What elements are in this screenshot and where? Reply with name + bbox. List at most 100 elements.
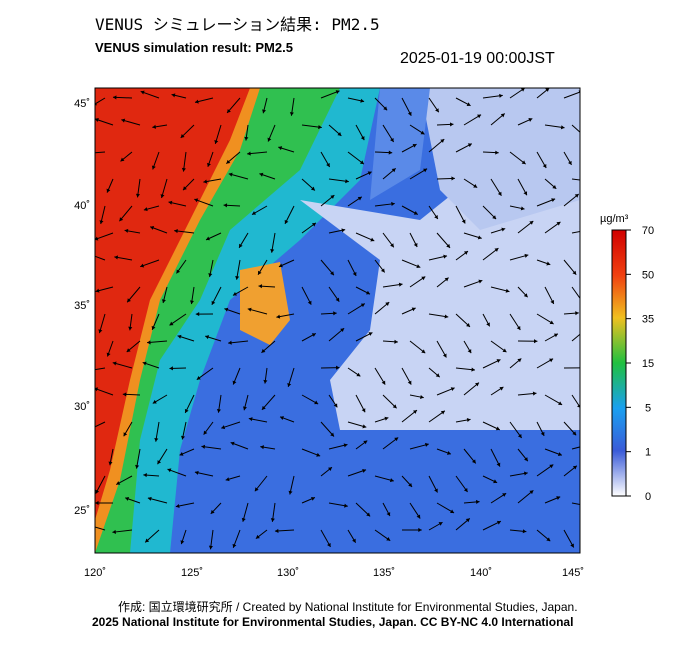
wind-arrow-head [310, 496, 315, 501]
wind-arrow-head [259, 172, 264, 177]
wind-arrow-head [391, 201, 395, 207]
wind-arrow-head [356, 372, 361, 377]
wind-arrow-head [389, 478, 394, 483]
wind-arrow-head [423, 168, 428, 173]
wind-arrow-head [239, 243, 243, 248]
wind-arrow-head [549, 320, 554, 325]
wind-arrow [571, 502, 580, 506]
wind-arrow-head [127, 298, 131, 303]
wind-arrow-head [524, 457, 528, 462]
wind-arrow-head [549, 464, 554, 469]
wind-arrow-head [335, 90, 340, 94]
wind-arrow-head [207, 162, 211, 167]
wind-arrow-head [477, 114, 482, 119]
wind-arrow-head [368, 332, 373, 336]
wind-arrow-head [546, 261, 551, 266]
wind-arrow-head [344, 503, 348, 508]
wind-arrow-head [533, 339, 538, 344]
wind-arrow-head [500, 113, 505, 118]
wind-arrow-head [147, 496, 152, 501]
lat-label: 40˚ [74, 200, 90, 212]
wind-arrow-head [284, 219, 289, 224]
wind-arrow-head [232, 380, 237, 385]
wind-arrow-head [208, 273, 213, 277]
wind-arrow-head [143, 473, 147, 478]
wind-arrow-head [394, 339, 398, 344]
wind-arrow-head [572, 465, 577, 470]
lon-label: 140˚ [470, 567, 492, 579]
wind-arrow-head [435, 373, 440, 378]
wind-arrow-head [383, 106, 388, 111]
wind-arrow-head [221, 425, 226, 430]
wind-arrow-head [276, 314, 281, 319]
wind-arrow-head [444, 314, 449, 319]
wind-arrow-head [497, 191, 502, 196]
wind-arrow-head [122, 392, 127, 397]
wind-arrow-head [330, 432, 334, 437]
wind-arrow-head [520, 206, 525, 211]
wind-arrow-head [135, 193, 141, 198]
wind-arrow-head [359, 160, 364, 165]
wind-arrow-head [362, 468, 367, 473]
license: 2025 National Institute for Environmenta… [92, 615, 573, 629]
wind-arrow-head [99, 220, 104, 225]
wind-arrow-head [418, 527, 422, 533]
wind-arrow-head [466, 323, 470, 327]
wind-arrow-head [216, 409, 221, 413]
wind-arrow [95, 526, 106, 531]
wind-arrow-head [167, 468, 172, 473]
lon-label: 130˚ [277, 567, 299, 579]
wind-arrow-head [184, 408, 189, 413]
wind-arrow-head [443, 254, 448, 259]
wind-arrow-head [307, 300, 312, 305]
wind-arrow-head [558, 401, 563, 405]
wind-arrow-head [451, 176, 455, 181]
wind-arrow-head [416, 264, 421, 269]
wind-arrow-head [390, 137, 394, 142]
wind-arrow-head [438, 522, 443, 526]
wind-arrow-head [549, 358, 554, 363]
wind-arrow-head [314, 400, 319, 405]
wind-arrow-head [440, 139, 445, 143]
wind-arrow-head [575, 311, 579, 316]
wind-arrow-head [517, 433, 522, 438]
wind-arrow-head [106, 352, 111, 357]
wind-arrow-head [194, 99, 199, 104]
wind-arrow-head [145, 538, 150, 543]
colorbar-label: 1 [645, 447, 651, 459]
wind-arrow-head [270, 248, 275, 253]
lon-label: 125˚ [181, 567, 203, 579]
wind-arrow-head [411, 307, 416, 312]
wind-arrow-head [252, 211, 257, 215]
wind-arrow [571, 178, 580, 181]
wind-arrow-head [553, 333, 558, 338]
wind-arrow-head [446, 243, 451, 248]
wind-arrow-head [194, 470, 199, 475]
wind-arrow-head [444, 277, 449, 282]
wind-arrow-head [183, 186, 187, 191]
wind-arrow-head [135, 464, 140, 469]
wind-arrow-head [450, 387, 455, 392]
wind-arrow-head [254, 487, 259, 492]
title-en: VENUS simulation result: PM2.5 [95, 40, 293, 55]
map-field [95, 88, 580, 553]
wind-arrow-head [416, 514, 421, 519]
wind-arrow-head [318, 125, 322, 130]
wind-arrow-head [502, 493, 507, 497]
colorbar [611, 229, 627, 497]
wind-arrow-head [352, 538, 356, 543]
wind-arrow-head [112, 529, 117, 534]
wind-arrow-head [450, 509, 455, 514]
wind-arrow-head [449, 122, 454, 127]
wind-arrow-head [235, 275, 240, 280]
wind-arrow-head [505, 288, 510, 293]
wind-arrow-head [473, 183, 478, 188]
wind-arrow-head [576, 404, 580, 408]
wind-arrow-head [580, 366, 583, 370]
wind-arrow-head [150, 225, 155, 230]
colorbar-label: 0 [645, 491, 651, 503]
wind-arrow-head [330, 195, 335, 199]
wind-arrow-head [228, 172, 233, 177]
wind-arrow-head [287, 383, 292, 387]
